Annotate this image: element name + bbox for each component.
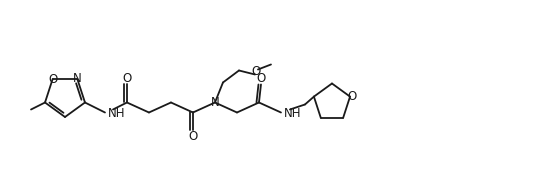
Text: O: O [347,90,357,103]
Text: NH: NH [284,107,301,120]
Text: O: O [122,72,132,85]
Text: O: O [188,130,198,143]
Text: O: O [251,65,261,78]
Text: O: O [48,73,57,85]
Text: N: N [210,96,219,109]
Text: NH: NH [108,107,125,120]
Text: N: N [73,72,82,85]
Text: O: O [256,72,266,85]
